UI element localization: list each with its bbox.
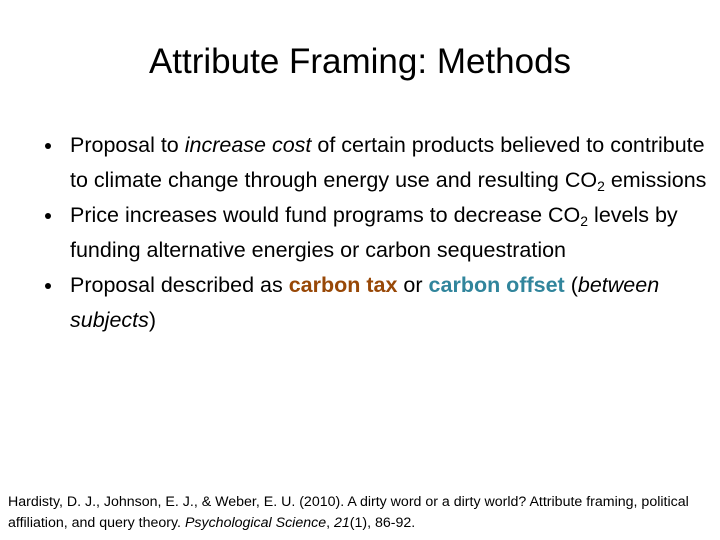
journal: Psychological Science — [184, 515, 327, 531]
text: Hardisty, D. J., Johnson, E. J., & Weber… — [8, 494, 689, 531]
citation: Hardisty, D. J., Johnson, E. J., & Weber… — [8, 492, 714, 534]
volume: 21 — [334, 515, 350, 531]
subscript: 2 — [597, 178, 605, 195]
bullet: Proposal to increase cost of certain pro… — [45, 128, 720, 198]
italic-text: increase cost — [184, 133, 312, 157]
text: emissions — [604, 168, 707, 192]
text: of certain products believed to contribu… — [70, 133, 705, 192]
text: , — [326, 515, 334, 531]
highlight-tax: carbon tax — [288, 273, 398, 297]
bullet: Proposal described as carbon tax or carb… — [45, 268, 720, 338]
bullet: Price increases would fund programs to d… — [45, 198, 720, 268]
text: Proposal to — [70, 133, 185, 157]
text: levels by funding alternative energies o… — [70, 203, 678, 262]
text: ) — [148, 308, 157, 332]
text: Proposal described as — [70, 273, 289, 297]
italic-text: between subjects — [70, 273, 660, 332]
highlight-offset: carbon offset — [428, 273, 565, 297]
text: ( — [564, 273, 578, 297]
text: Price increases would fund programs to d… — [70, 203, 581, 227]
text: or — [397, 273, 429, 297]
subscript: 2 — [580, 213, 589, 230]
bullet-list: Proposal to increase cost of certain pro… — [42, 128, 720, 338]
slide-title: Attribute Framing: Methods — [148, 42, 572, 81]
text: (1), 86-92. — [349, 515, 416, 531]
